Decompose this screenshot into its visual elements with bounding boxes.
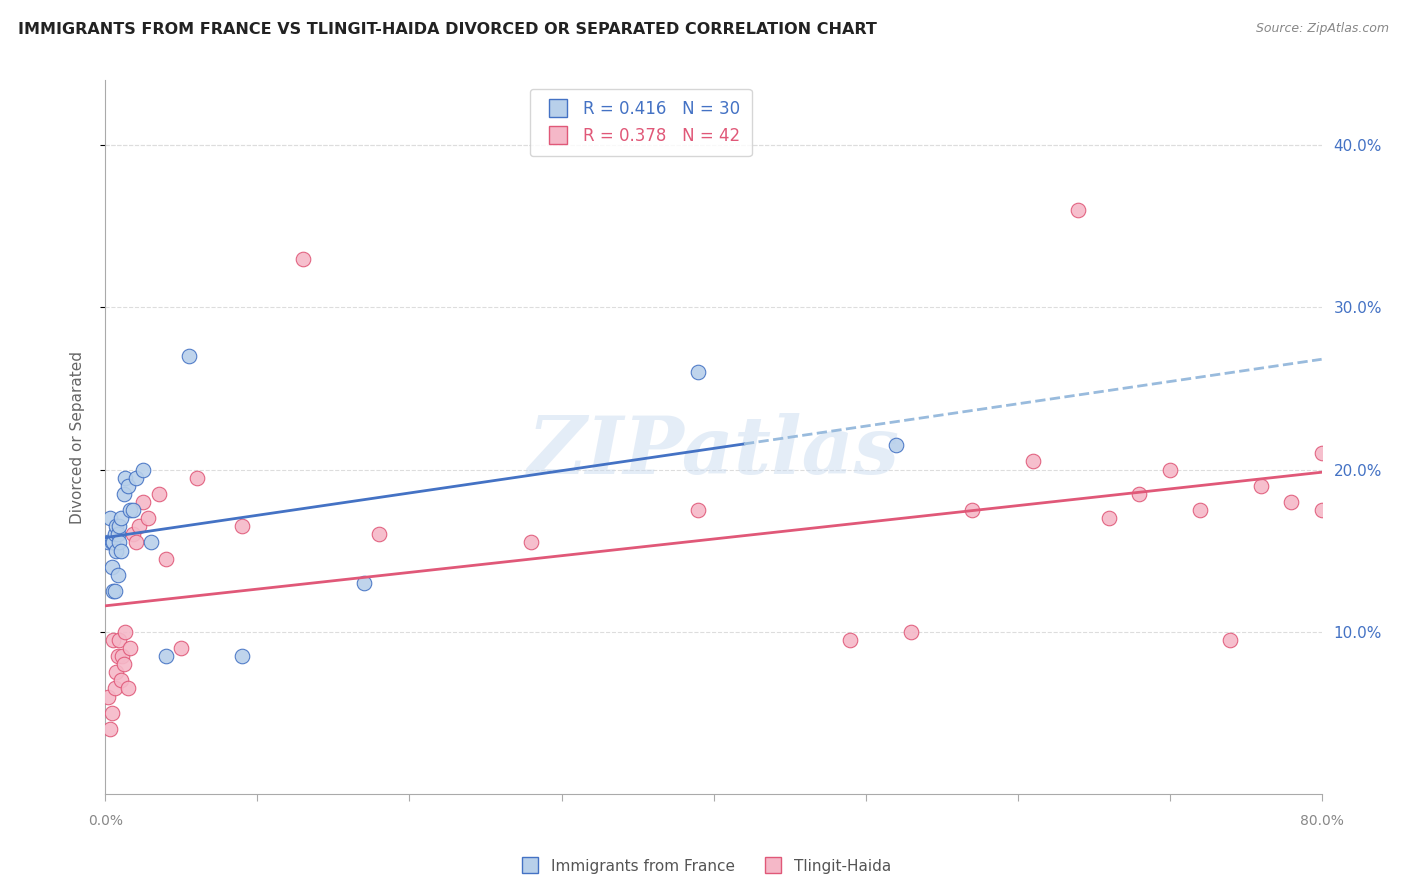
Point [117, 681, 139, 696]
Point [1310, 503, 1333, 517]
Point [101, 584, 124, 599]
Point [231, 648, 253, 663]
Text: IMMIGRANTS FROM FRANCE VS TLINGIT-HAIDA DIVORCED OR SEPARATED CORRELATION CHART: IMMIGRANTS FROM FRANCE VS TLINGIT-HAIDA … [18, 22, 877, 37]
Point [1022, 454, 1045, 468]
Point [100, 706, 122, 720]
Point [186, 470, 208, 484]
Point [136, 511, 159, 525]
Point [105, 665, 128, 680]
Text: 80.0%: 80.0% [1299, 814, 1344, 828]
Point [101, 632, 124, 647]
Point [118, 503, 141, 517]
Point [125, 470, 148, 484]
Point [108, 632, 131, 647]
Point [884, 438, 907, 452]
Point [839, 632, 862, 647]
Point [155, 551, 177, 566]
Point [98, 722, 121, 736]
Point [118, 640, 141, 655]
Point [103, 584, 125, 599]
Point [148, 487, 170, 501]
Point [107, 527, 129, 541]
Point [121, 527, 143, 541]
Point [1219, 632, 1241, 647]
Point [688, 503, 710, 517]
Point [520, 535, 543, 549]
Point [108, 519, 131, 533]
Y-axis label: Divorced or Separated: Divorced or Separated [70, 351, 84, 524]
Point [1159, 462, 1181, 476]
Point [100, 535, 122, 549]
Point [108, 535, 131, 549]
Point [132, 495, 155, 509]
Point [121, 503, 143, 517]
Legend: Immigrants from France, Tlingit-Haida: Immigrants from France, Tlingit-Haida [508, 853, 898, 880]
Point [960, 503, 983, 517]
Point [353, 576, 375, 591]
Text: Source: ZipAtlas.com: Source: ZipAtlas.com [1256, 22, 1389, 36]
Point [1250, 479, 1272, 493]
Point [1310, 446, 1333, 460]
Point [117, 479, 139, 493]
Point [103, 681, 125, 696]
Point [1279, 495, 1302, 509]
Point [110, 511, 132, 525]
Point [139, 535, 162, 549]
Text: 0.0%: 0.0% [89, 814, 122, 828]
Point [1188, 503, 1211, 517]
Point [132, 462, 155, 476]
Point [368, 527, 391, 541]
Point [103, 527, 125, 541]
Text: ZIPatlas: ZIPatlas [527, 413, 900, 490]
Point [110, 543, 132, 558]
Point [112, 487, 135, 501]
Point [177, 349, 200, 363]
Point [101, 535, 124, 549]
Point [1128, 487, 1150, 501]
Point [100, 559, 122, 574]
Point [114, 624, 136, 639]
Point [688, 365, 710, 379]
Point [231, 519, 253, 533]
Point [97, 690, 120, 704]
Point [125, 535, 148, 549]
Point [170, 640, 193, 655]
Point [105, 543, 128, 558]
Point [112, 657, 135, 672]
Point [107, 568, 129, 582]
Point [107, 648, 129, 663]
Point [128, 519, 150, 533]
Point [111, 648, 134, 663]
Point [110, 673, 132, 688]
Point [292, 252, 315, 266]
Legend: R = 0.416   N = 30, R = 0.378   N = 42: R = 0.416 N = 30, R = 0.378 N = 42 [530, 88, 752, 156]
Point [98, 511, 121, 525]
Point [105, 519, 128, 533]
Point [155, 648, 177, 663]
Point [114, 470, 136, 484]
Point [1067, 202, 1090, 217]
Point [1098, 511, 1121, 525]
Point [900, 624, 922, 639]
Point [97, 535, 120, 549]
